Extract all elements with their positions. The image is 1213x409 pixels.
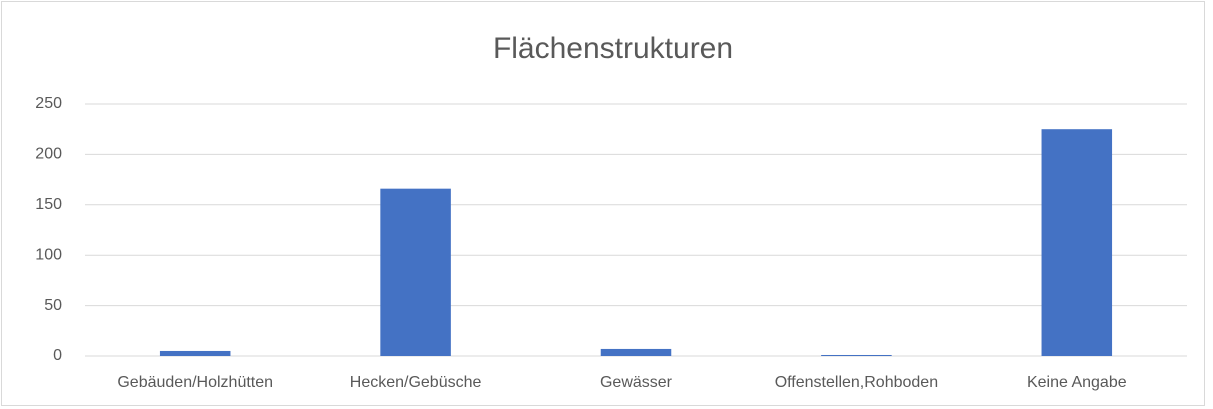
bar xyxy=(821,354,892,356)
bar xyxy=(600,348,672,356)
y-tick-label: 250 xyxy=(35,95,62,112)
x-tick-label: Offenstellen,Rohboden xyxy=(775,374,938,391)
chart-title: Flächenstrukturen xyxy=(493,32,733,65)
y-tick-label: 50 xyxy=(44,297,62,314)
x-tick-label: Keine Angabe xyxy=(1027,374,1127,391)
y-tick-label: 100 xyxy=(35,246,62,263)
x-tick-label: Gewässer xyxy=(600,374,673,391)
bar xyxy=(380,188,451,356)
bar xyxy=(1041,129,1113,356)
x-tick-label: Hecken/Gebüsche xyxy=(350,374,482,391)
x-tick-label: Gebäuden/Holzhütten xyxy=(117,374,273,391)
y-tick-label: 200 xyxy=(35,146,62,163)
bar xyxy=(159,350,231,356)
y-tick-label: 150 xyxy=(35,196,62,213)
y-tick-label: 0 xyxy=(53,347,62,364)
